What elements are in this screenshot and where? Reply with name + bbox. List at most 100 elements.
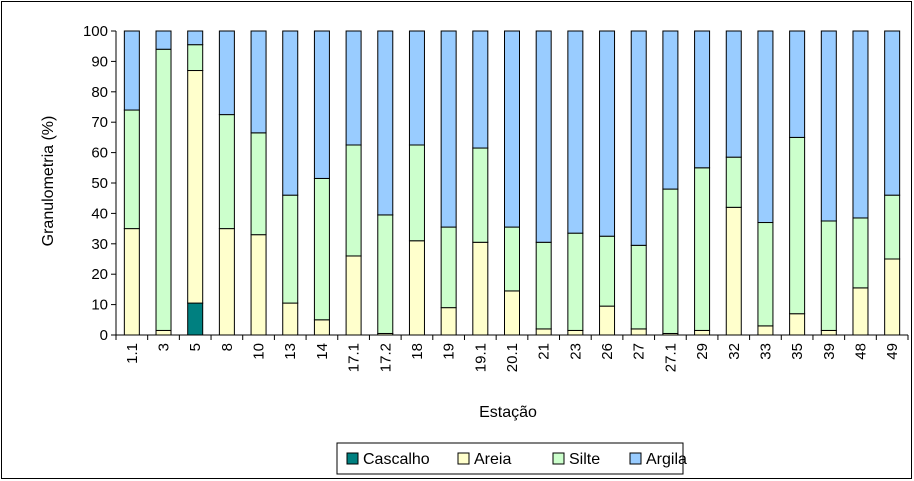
bar-segment-areia-48	[852, 287, 869, 336]
bar-segment-argila-17-1	[345, 30, 362, 146]
bar-segment-argila-35	[789, 30, 806, 138]
y-tick-label: 70	[91, 114, 108, 131]
bar-segment-silte-35	[789, 136, 806, 315]
x-tick-label: 20.1	[504, 343, 521, 372]
bar-segment-areia-29	[694, 329, 711, 336]
y-tick-label: 20	[91, 266, 108, 283]
bar-segment-argila-49	[884, 30, 901, 196]
bar-segment-areia-39	[820, 329, 837, 336]
y-tick-label: 60	[91, 145, 108, 162]
bar-segment-areia-19-1	[472, 241, 489, 336]
x-tick-label: 29	[694, 343, 711, 360]
bar-segment-areia-18	[408, 240, 425, 336]
bar-segment-areia-8	[218, 228, 235, 336]
bar-segment-areia-3	[155, 329, 172, 336]
x-tick-label: 49	[884, 343, 901, 360]
x-tick-label: 3	[156, 343, 173, 351]
bar-segment-argila-48	[852, 30, 869, 219]
bar-segment-argila-27	[630, 30, 647, 246]
legend-box	[336, 442, 684, 475]
x-tick-label: 26	[599, 343, 616, 360]
x-tick-label: 27	[631, 343, 648, 360]
bar-segment-areia-33	[757, 325, 774, 336]
bar-segment-argila-20-1	[504, 30, 520, 228]
bar-segment-areia-26	[599, 305, 616, 336]
legend-swatch-cascalho	[346, 452, 359, 465]
bar-segment-areia-5	[187, 70, 204, 304]
bar-segment-silte-49	[884, 194, 901, 260]
bar-segment-silte-17-2	[377, 214, 394, 334]
bar-segment-silte-27	[630, 244, 647, 330]
x-tick-label: 14	[314, 343, 331, 360]
bar-segment-silte-26	[599, 235, 616, 307]
bar-segment-silte-1-1	[123, 109, 140, 230]
y-tick-label: 10	[91, 297, 108, 314]
bar-segment-areia-35	[789, 313, 806, 336]
x-tick-label: 1.1	[124, 343, 141, 364]
y-tick-label: 90	[91, 53, 108, 70]
x-tick-label: 39	[821, 343, 838, 360]
legend: Cascalho Areia Silte Argila	[336, 442, 687, 475]
bar-segment-silte-14	[313, 177, 330, 321]
bar-segment-areia-49	[884, 258, 901, 336]
x-tick-label: 17.2	[377, 343, 394, 372]
bar-segment-silte-48	[852, 217, 869, 289]
legend-label-areia: Areia	[474, 451, 511, 468]
x-tick-label: 10	[251, 343, 268, 360]
y-tick-label: 50	[91, 175, 108, 192]
bar-segment-argila-33	[757, 30, 774, 224]
x-tick-label: 5	[187, 343, 204, 351]
bar-segment-areia-14	[313, 319, 330, 336]
bar-segment-areia-32	[725, 206, 742, 336]
x-tick-label: 48	[852, 343, 869, 360]
bar-segment-argila-19	[440, 30, 457, 228]
legend-swatch-areia	[457, 452, 470, 465]
legend-label-silte: Silte	[569, 451, 600, 468]
bar-segment-silte-3	[155, 48, 172, 331]
bar-segment-argila-39	[820, 30, 837, 222]
bar-segment-silte-21	[535, 241, 552, 330]
bar-segment-argila-14	[313, 30, 330, 179]
bar-segment-argila-3	[155, 30, 172, 50]
bar-segment-silte-20-1	[504, 226, 520, 292]
bar-segment-areia-1-1	[123, 228, 140, 336]
bar-segment-silte-32	[725, 156, 742, 208]
x-tick-label: 19	[441, 343, 458, 360]
bar-segment-silte-19-1	[472, 147, 489, 243]
bar-segment-argila-18	[408, 30, 425, 146]
x-tick-label: 33	[757, 343, 774, 360]
legend-label-cascalho: Cascalho	[363, 451, 430, 468]
x-tick-label: 21	[536, 343, 553, 360]
bar-segment-argila-26	[599, 30, 616, 237]
bar-segment-silte-27-1	[662, 188, 679, 334]
bar-segment-argila-5	[187, 30, 204, 46]
bar-segment-silte-17-1	[345, 144, 362, 257]
bar-segment-areia-23	[567, 329, 584, 336]
y-tick-label: 0	[100, 327, 108, 344]
bar-segment-areia-10	[250, 234, 267, 336]
x-tick-label: 35	[789, 343, 806, 360]
bar-segment-argila-1-1	[123, 30, 140, 111]
bar-segment-argila-32	[725, 30, 742, 158]
x-tick-label: 17.1	[346, 343, 363, 372]
bar-segment-areia-13	[282, 302, 299, 336]
x-tick-label: 8	[219, 343, 236, 351]
y-axis-title: Granulometria (%)	[40, 116, 57, 247]
bar-segment-argila-8	[218, 30, 235, 116]
bar-segment-silte-23	[567, 232, 584, 331]
x-tick-label: 13	[282, 343, 299, 360]
bar-segment-areia-27	[630, 328, 647, 336]
x-tick-label: 19.1	[472, 343, 489, 372]
legend-label-argila: Argila	[646, 451, 687, 468]
bar-segment-silte-13	[282, 194, 299, 304]
bar-segment-argila-21	[535, 30, 552, 243]
bar-segment-argila-10	[250, 30, 267, 134]
bar-segment-silte-39	[820, 220, 837, 331]
bar-segment-argila-23	[567, 30, 584, 234]
y-tick-label: 40	[91, 205, 108, 222]
legend-swatch-silte	[552, 452, 565, 465]
legend-swatch-argila	[629, 452, 642, 465]
x-tick-label: 23	[567, 343, 584, 360]
